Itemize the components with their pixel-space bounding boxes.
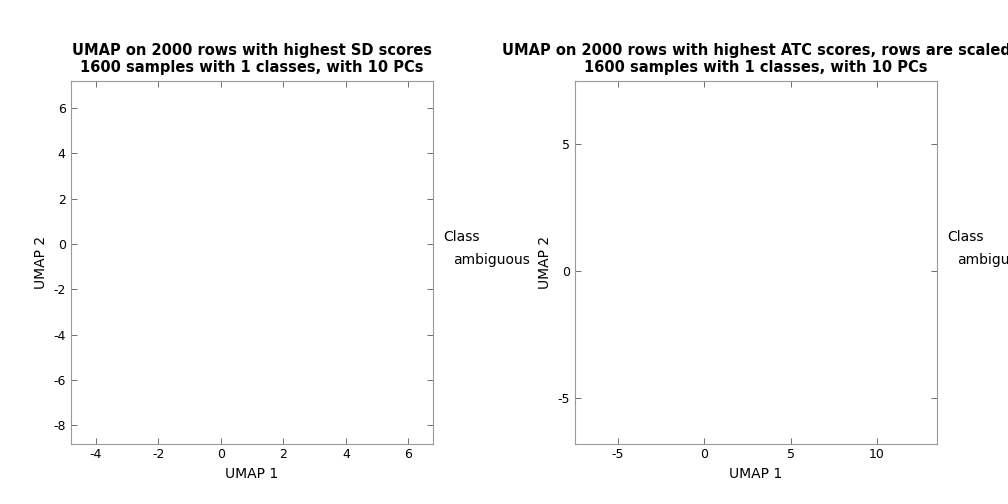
Title: UMAP on 2000 rows with highest ATC scores, rows are scaled
1600 samples with 1 c: UMAP on 2000 rows with highest ATC score… (502, 43, 1008, 75)
Title: UMAP on 2000 rows with highest SD scores
1600 samples with 1 classes, with 10 PC: UMAP on 2000 rows with highest SD scores… (72, 43, 432, 75)
Text: Class: Class (948, 230, 984, 244)
Text: Class: Class (444, 230, 480, 244)
Y-axis label: UMAP 2: UMAP 2 (537, 235, 551, 289)
Y-axis label: UMAP 2: UMAP 2 (33, 235, 47, 289)
Text: ambiguous: ambiguous (454, 253, 530, 267)
X-axis label: UMAP 1: UMAP 1 (730, 467, 782, 481)
X-axis label: UMAP 1: UMAP 1 (226, 467, 278, 481)
Text: ambiguous: ambiguous (958, 253, 1008, 267)
